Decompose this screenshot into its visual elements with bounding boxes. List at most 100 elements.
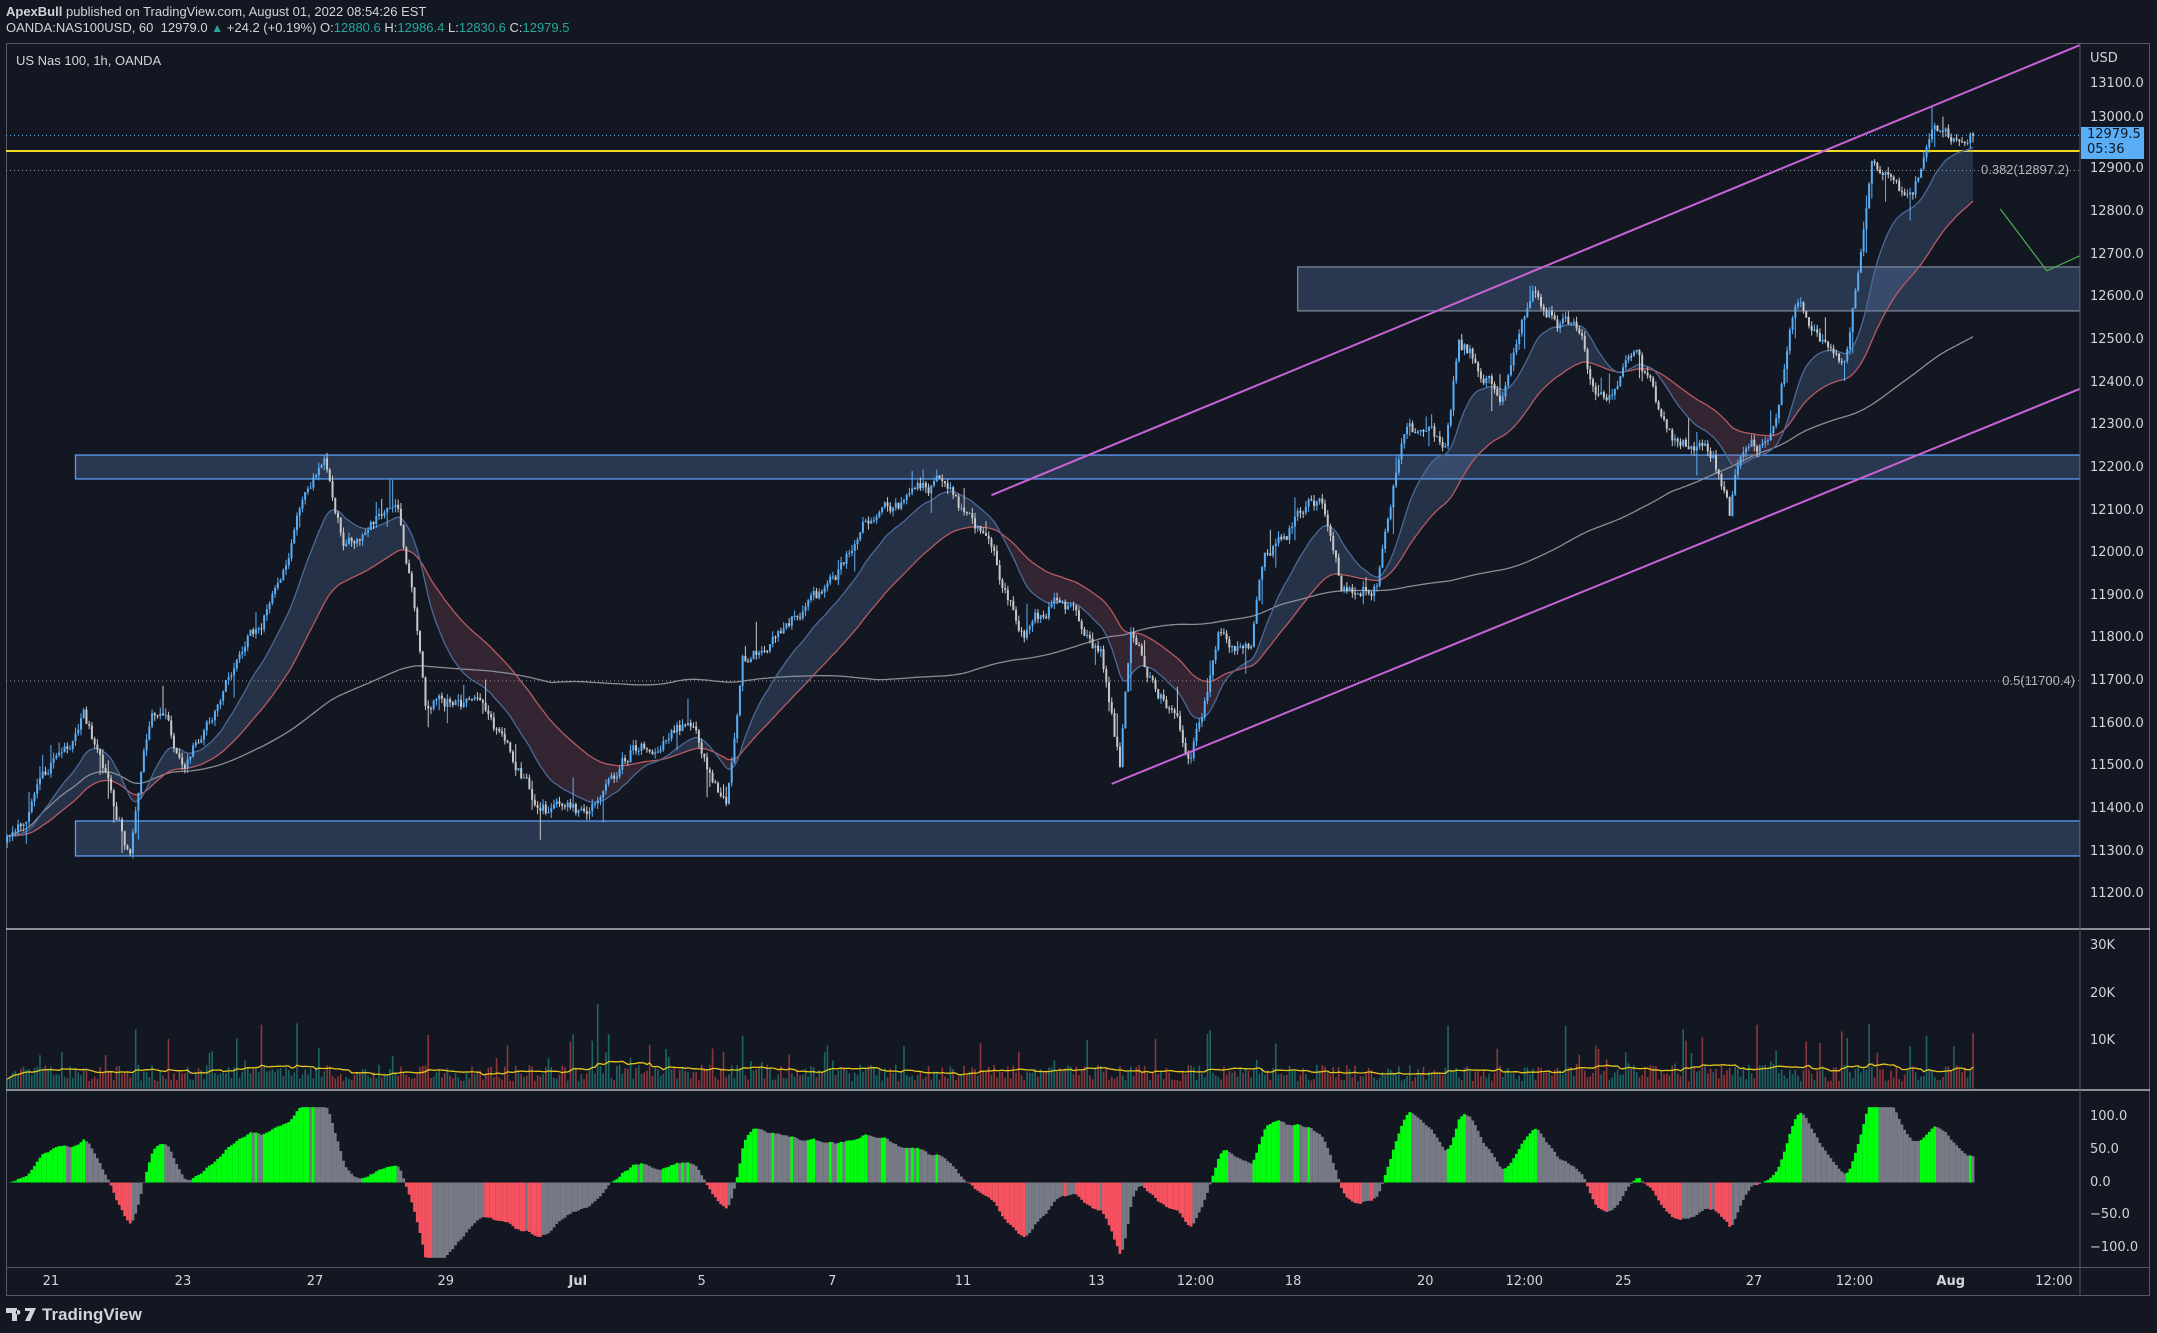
oscillator-bar — [1293, 1124, 1297, 1183]
candle-body — [763, 650, 766, 652]
oscillator-bar — [820, 1142, 824, 1183]
candle-body — [1597, 394, 1600, 396]
oscillator-bar — [1851, 1161, 1855, 1183]
candle-body — [1501, 396, 1504, 403]
candle-body — [82, 709, 85, 719]
candle-body — [1777, 404, 1780, 419]
candle-body — [1720, 474, 1723, 487]
price-tick-label: 12500.0 — [2090, 331, 2144, 347]
candle-body — [889, 506, 892, 512]
time-tick-label: 5 — [697, 1274, 706, 1289]
candle-body — [954, 494, 957, 497]
oscillator-bar — [946, 1161, 950, 1183]
oscillator-bar — [128, 1182, 132, 1224]
oscillator-bar — [763, 1130, 766, 1183]
oscillator-bar — [738, 1163, 742, 1183]
candle-body — [1966, 143, 1969, 145]
ema-ribbon-fill — [1489, 386, 1492, 445]
oscillator-bar — [1848, 1168, 1852, 1183]
candle-body — [1799, 302, 1802, 304]
candle-body — [1334, 550, 1337, 558]
ema-ribbon-fill — [223, 723, 226, 752]
ema-ribbon-fill — [1445, 451, 1449, 504]
oscillator-bar — [1821, 1146, 1825, 1183]
tradingview-logo[interactable]: TradingView — [6, 1305, 142, 1325]
ema-ribbon-fill — [1806, 362, 1809, 402]
ema-ribbon-fill — [64, 778, 68, 809]
oscillator-bar — [1173, 1182, 1177, 1210]
candle-body — [457, 699, 460, 701]
candle-body — [1318, 498, 1321, 502]
oscillator-bar — [776, 1133, 780, 1183]
oscillator-bar — [232, 1143, 236, 1183]
ema-ribbon-fill — [1073, 581, 1077, 605]
ema-ribbon-fill — [1921, 195, 1924, 265]
candle-body — [1583, 335, 1586, 350]
candle-body — [257, 628, 260, 630]
oscillator-bar — [1856, 1144, 1860, 1183]
oscillator-bar — [965, 1181, 969, 1183]
ema-ribbon-fill — [250, 676, 254, 723]
oscillator-bar — [52, 1148, 56, 1183]
ema-ribbon-fill — [228, 714, 232, 747]
oscillator-bar — [659, 1169, 663, 1183]
oscillator-bar — [1739, 1182, 1743, 1206]
ema-ribbon-fill — [882, 537, 885, 598]
candle-body — [1838, 353, 1841, 362]
oscillator-bar — [754, 1128, 758, 1183]
oscillator-bar — [372, 1173, 375, 1183]
candle-body — [1775, 418, 1778, 427]
ema-ribbon-fill — [1970, 147, 1974, 204]
candle-body — [760, 650, 763, 653]
ema-ribbon-fill — [1535, 338, 1539, 398]
candle-body — [815, 590, 818, 599]
oscillator-bar — [620, 1172, 624, 1183]
ema-ribbon-fill — [1672, 381, 1675, 401]
oscillator-bar — [1720, 1182, 1723, 1217]
ema-ribbon-fill — [862, 562, 866, 621]
currency-label: USD — [2090, 51, 2118, 66]
publisher-name[interactable]: ApexBull — [6, 4, 63, 19]
candle-body — [563, 806, 566, 808]
oscillator-bar — [1944, 1131, 1948, 1183]
oscillator-bar — [1424, 1125, 1428, 1183]
sma-200-line — [7, 336, 1974, 837]
oscillator-bar — [916, 1147, 920, 1183]
oscillator-bar — [626, 1170, 630, 1183]
oscillator-bar — [399, 1170, 403, 1183]
ema-ribbon-fill — [258, 663, 262, 713]
candle-body — [1449, 410, 1452, 426]
oscillator-bar — [1845, 1172, 1849, 1183]
oscillator-bar — [385, 1167, 389, 1183]
oscillator-bar — [894, 1143, 898, 1183]
oscillator-bar — [905, 1147, 909, 1183]
oscillator-bar — [131, 1182, 135, 1221]
candle-body — [681, 724, 684, 731]
oscillator-bar — [1080, 1182, 1084, 1200]
candle-body — [717, 783, 720, 793]
projection-path — [1999, 208, 2080, 272]
ema-ribbon-fill — [1877, 253, 1881, 329]
candle-body — [1047, 607, 1050, 619]
oscillator-bar — [1022, 1182, 1026, 1238]
candle-body — [350, 537, 353, 542]
candle-body — [1045, 616, 1048, 619]
oscillator-bar — [380, 1169, 384, 1183]
oscillator-bar — [1583, 1179, 1587, 1183]
oscillator-bar — [1042, 1182, 1045, 1216]
oscillator-bar — [1542, 1137, 1546, 1183]
candle-body — [372, 522, 375, 525]
oscillator-bar — [1914, 1141, 1918, 1183]
ema-ribbon-fill — [1046, 571, 1049, 603]
ema-ribbon-fill — [1710, 407, 1714, 437]
oscillator-bar — [1545, 1142, 1548, 1183]
ema-ribbon-fill — [111, 758, 114, 782]
ema-ribbon-fill — [75, 765, 79, 800]
ema-ribbon-fill — [816, 621, 820, 673]
ema-ribbon-fill — [1174, 655, 1178, 692]
candle-body — [1635, 349, 1638, 352]
candle-body — [410, 573, 413, 588]
oscillator-bar — [1618, 1182, 1622, 1202]
candle-body — [1365, 586, 1368, 591]
